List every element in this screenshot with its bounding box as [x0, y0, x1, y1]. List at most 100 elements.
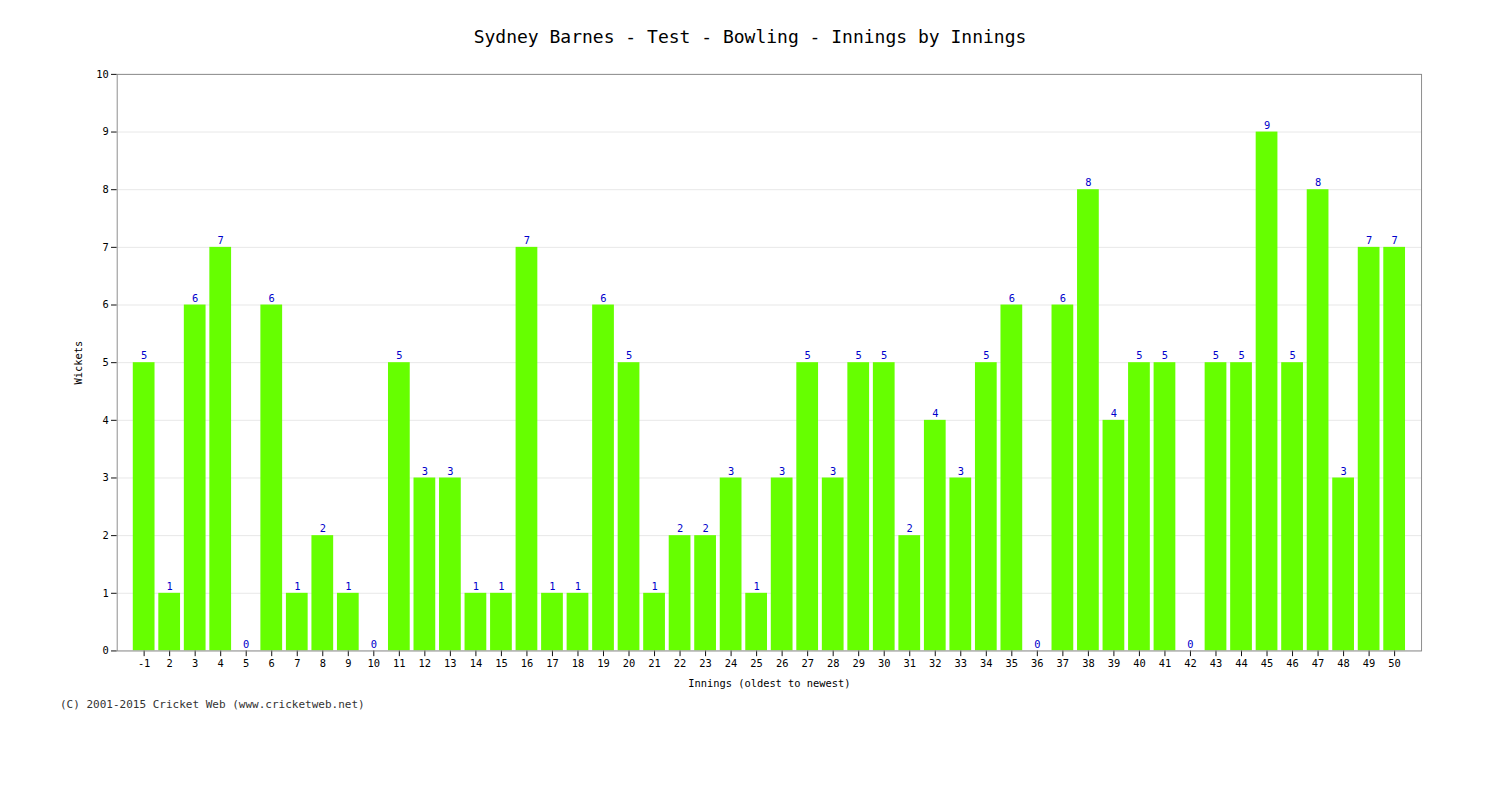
svg-text:1: 1: [345, 580, 351, 592]
svg-text:8: 8: [102, 183, 108, 195]
svg-text:2: 2: [702, 522, 708, 534]
svg-text:35: 35: [1006, 657, 1018, 669]
svg-text:9: 9: [345, 657, 351, 669]
svg-text:2: 2: [677, 522, 683, 534]
svg-text:4: 4: [932, 407, 938, 419]
svg-text:1: 1: [651, 580, 657, 592]
svg-text:3: 3: [422, 465, 428, 477]
svg-text:29: 29: [852, 657, 864, 669]
svg-text:6: 6: [1009, 292, 1015, 304]
svg-text:6: 6: [102, 298, 108, 310]
svg-text:21: 21: [648, 657, 661, 669]
svg-text:26: 26: [776, 657, 789, 669]
svg-text:37: 37: [1057, 657, 1070, 669]
svg-text:8: 8: [1315, 176, 1321, 188]
svg-text:7: 7: [102, 241, 108, 253]
svg-text:9: 9: [102, 125, 108, 137]
svg-text:17: 17: [546, 657, 559, 669]
svg-text:0: 0: [1187, 638, 1193, 650]
svg-text:28: 28: [827, 657, 840, 669]
svg-text:5: 5: [626, 349, 632, 361]
svg-text:Wickets: Wickets: [72, 341, 84, 385]
svg-text:2: 2: [320, 522, 326, 534]
svg-text:12: 12: [419, 657, 432, 669]
svg-text:5: 5: [983, 349, 989, 361]
svg-text:Innings (oldest to newest): Innings (oldest to newest): [688, 677, 850, 689]
svg-text:-1: -1: [138, 657, 151, 669]
svg-text:8: 8: [320, 657, 326, 669]
svg-text:1: 1: [102, 587, 108, 599]
svg-text:6: 6: [269, 292, 275, 304]
svg-text:2: 2: [907, 522, 913, 534]
svg-text:50: 50: [1388, 657, 1401, 669]
svg-text:5: 5: [243, 657, 249, 669]
svg-text:40: 40: [1133, 657, 1146, 669]
svg-text:0: 0: [371, 638, 377, 650]
svg-text:15: 15: [495, 657, 508, 669]
svg-text:7: 7: [1366, 234, 1372, 246]
svg-text:22: 22: [674, 657, 687, 669]
svg-text:1: 1: [575, 580, 581, 592]
svg-text:27: 27: [801, 657, 814, 669]
svg-text:3: 3: [728, 465, 734, 477]
svg-text:41: 41: [1159, 657, 1172, 669]
svg-text:33: 33: [955, 657, 968, 669]
svg-text:10: 10: [368, 657, 380, 669]
svg-text:0: 0: [1034, 638, 1040, 650]
svg-text:3: 3: [779, 465, 785, 477]
svg-text:36: 36: [1031, 657, 1044, 669]
svg-text:38: 38: [1082, 657, 1095, 669]
svg-text:5: 5: [141, 349, 147, 361]
svg-text:9: 9: [1264, 119, 1270, 131]
svg-text:6: 6: [192, 292, 198, 304]
svg-text:16: 16: [521, 657, 534, 669]
svg-text:6: 6: [1060, 292, 1066, 304]
svg-text:23: 23: [699, 657, 711, 669]
svg-text:5: 5: [856, 349, 862, 361]
svg-text:32: 32: [929, 657, 942, 669]
svg-text:1: 1: [753, 580, 759, 592]
svg-text:6: 6: [269, 657, 275, 669]
svg-text:0: 0: [243, 638, 249, 650]
svg-text:7: 7: [218, 234, 224, 246]
svg-text:45: 45: [1261, 657, 1274, 669]
svg-text:3: 3: [192, 657, 198, 669]
svg-text:5: 5: [1238, 349, 1244, 361]
svg-text:5: 5: [1213, 349, 1219, 361]
svg-text:24: 24: [725, 657, 738, 669]
svg-text:48: 48: [1337, 657, 1350, 669]
svg-text:4: 4: [218, 657, 224, 669]
svg-text:5: 5: [1136, 349, 1142, 361]
svg-text:1: 1: [294, 580, 300, 592]
svg-text:3: 3: [447, 465, 453, 477]
svg-text:20: 20: [623, 657, 636, 669]
svg-text:13: 13: [444, 657, 456, 669]
svg-text:42: 42: [1184, 657, 1197, 669]
svg-text:5: 5: [1162, 349, 1168, 361]
svg-text:4: 4: [1111, 407, 1117, 419]
svg-text:3: 3: [958, 465, 964, 477]
svg-text:1: 1: [167, 580, 173, 592]
svg-text:3: 3: [102, 471, 108, 483]
svg-text:1: 1: [549, 580, 555, 592]
svg-text:44: 44: [1235, 657, 1248, 669]
svg-text:3: 3: [830, 465, 836, 477]
svg-text:18: 18: [572, 657, 585, 669]
svg-text:1: 1: [473, 580, 479, 592]
svg-text:25: 25: [750, 657, 763, 669]
svg-text:2: 2: [167, 657, 173, 669]
svg-text:46: 46: [1286, 657, 1299, 669]
svg-text:3: 3: [1340, 465, 1346, 477]
svg-text:1: 1: [498, 580, 504, 592]
svg-text:4: 4: [102, 414, 108, 426]
svg-text:43: 43: [1210, 657, 1223, 669]
svg-text:5: 5: [396, 349, 402, 361]
svg-text:5: 5: [805, 349, 811, 361]
svg-text:10: 10: [96, 68, 109, 80]
svg-text:8: 8: [1085, 176, 1091, 188]
svg-text:14: 14: [470, 657, 483, 669]
svg-text:2: 2: [102, 529, 108, 541]
svg-text:34: 34: [980, 657, 992, 669]
svg-text:47: 47: [1312, 657, 1325, 669]
svg-text:5: 5: [1289, 349, 1295, 361]
